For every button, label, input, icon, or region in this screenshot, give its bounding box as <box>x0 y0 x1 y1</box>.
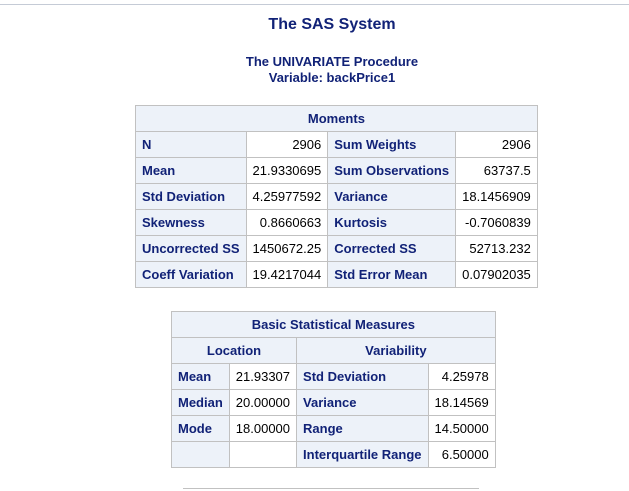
top-divider <box>0 4 629 5</box>
basic-header-row: Location Variability <box>170 337 496 364</box>
moments-label: Kurtosis <box>327 209 457 236</box>
moments-caption-row: Moments <box>135 105 538 132</box>
moments-value: 52713.232 <box>455 235 538 262</box>
moments-caption: Moments <box>135 105 538 132</box>
location-value-empty <box>228 441 298 468</box>
location-label-empty <box>171 441 230 468</box>
location-label: Mean <box>171 363 230 390</box>
moments-label: Corrected SS <box>327 235 457 262</box>
variability-value: 14.50000 <box>427 415 496 442</box>
variability-label: Interquartile Range <box>296 441 429 468</box>
next-table-edge <box>183 488 479 491</box>
moments-value: 4.25977592 <box>245 183 329 210</box>
moments-label: Coeff Variation <box>135 261 247 288</box>
moments-row-n: N 2906 Sum Weights 2906 <box>135 131 538 158</box>
moments-row-mean: Mean 21.9330695 Sum Observations 63737.5 <box>135 157 538 184</box>
location-header: Location <box>170 337 298 364</box>
location-label: Median <box>171 389 230 416</box>
variability-value: 6.50000 <box>427 441 496 468</box>
moments-label: N <box>135 131 247 158</box>
moments-label: Variance <box>327 183 457 210</box>
moments-label: Mean <box>135 157 247 184</box>
moments-value: 1450672.25 <box>245 235 329 262</box>
moments-row-skewness: Skewness 0.8660663 Kurtosis -0.7060839 <box>135 209 538 236</box>
moments-label: Sum Observations <box>327 157 457 184</box>
moments-value: 63737.5 <box>455 157 538 184</box>
basic-row-interquartile-range: Interquartile Range 6.50000 <box>171 441 496 468</box>
basic-statistical-measures-table: Basic Statistical Measures Location Vari… <box>170 311 496 468</box>
moments-label: Sum Weights <box>327 131 457 158</box>
basic-caption-row: Basic Statistical Measures <box>171 311 496 338</box>
moments-row-std-deviation: Std Deviation 4.25977592 Variance 18.145… <box>135 183 538 210</box>
moments-row-uncorrected-ss: Uncorrected SS 1450672.25 Corrected SS 5… <box>135 235 538 262</box>
location-value: 21.93307 <box>228 363 298 390</box>
moments-value: 2906 <box>245 131 329 158</box>
variable-title: Variable: backPrice1 <box>268 70 396 85</box>
variability-header: Variability <box>296 337 496 364</box>
variability-label: Variance <box>296 389 429 416</box>
moments-label: Std Error Mean <box>327 261 457 288</box>
moments-value: 18.1456909 <box>455 183 538 210</box>
moments-row-coeff-variation: Coeff Variation 19.4217044 Std Error Mea… <box>135 261 538 288</box>
basic-row-mean: Mean 21.93307 Std Deviation 4.25978 <box>171 363 496 390</box>
system-title: The SAS System <box>268 16 396 33</box>
location-value: 18.00000 <box>228 415 298 442</box>
moments-label: Std Deviation <box>135 183 247 210</box>
basic-row-median: Median 20.00000 Variance 18.14569 <box>171 389 496 416</box>
variability-value: 4.25978 <box>427 363 496 390</box>
location-value: 20.00000 <box>228 389 298 416</box>
variability-value: 18.14569 <box>427 389 496 416</box>
moments-value: 19.4217044 <box>245 261 329 288</box>
basic-caption: Basic Statistical Measures <box>171 311 496 338</box>
moments-value: 0.8660663 <box>245 209 329 236</box>
location-label: Mode <box>171 415 230 442</box>
variability-label: Range <box>296 415 429 442</box>
moments-label: Uncorrected SS <box>135 235 247 262</box>
moments-value: 2906 <box>455 131 538 158</box>
moments-label: Skewness <box>135 209 247 236</box>
moments-value: -0.7060839 <box>455 209 538 236</box>
procedure-title: The UNIVARIATE Procedure <box>245 54 419 69</box>
moments-value: 0.07902035 <box>455 261 538 288</box>
basic-row-mode: Mode 18.00000 Range 14.50000 <box>171 415 496 442</box>
procedure-heading: The UNIVARIATE Procedure Variable: backP… <box>0 54 629 86</box>
moments-value: 21.9330695 <box>245 157 329 184</box>
moments-table: Moments N 2906 Sum Weights 2906 Mean 21.… <box>135 105 538 288</box>
variability-label: Std Deviation <box>296 363 429 390</box>
